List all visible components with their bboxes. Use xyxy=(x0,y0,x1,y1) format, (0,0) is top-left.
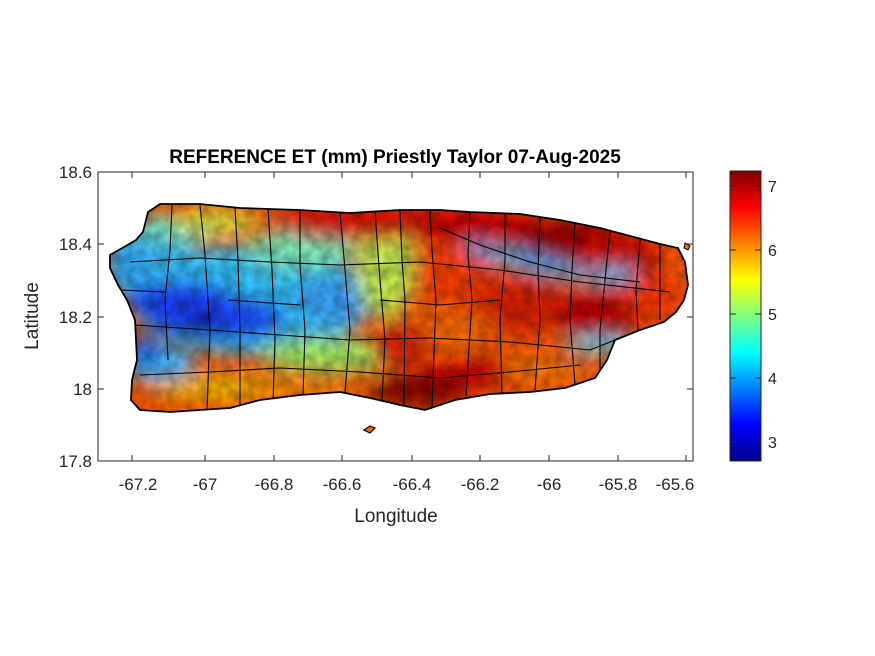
colorbar-tick-label: 5 xyxy=(768,307,777,324)
x-tick-label: -66.8 xyxy=(255,475,294,494)
colorbar-tick-label: 7 xyxy=(768,179,777,196)
y-tick-label: 18 xyxy=(73,380,92,399)
y-axis-label: Latitude xyxy=(22,282,43,350)
x-tick-label: -66.4 xyxy=(393,475,432,494)
y-tick-label: 18.2 xyxy=(59,308,92,327)
colorbar-tick-label: 3 xyxy=(768,435,777,452)
colorbar-tick-label: 6 xyxy=(768,243,777,260)
colorbar-tick-label: 4 xyxy=(768,371,777,388)
x-tick-label: -67 xyxy=(193,475,218,494)
chart-title: REFERENCE ET (mm) Priestly Taylor 07-Aug… xyxy=(169,147,621,168)
x-tick-label: -65.8 xyxy=(599,475,638,494)
x-tick-label: -67.2 xyxy=(119,475,158,494)
islet-east xyxy=(683,242,691,251)
islet-caja-de-muertos xyxy=(362,425,377,434)
x-tick-label: -66.6 xyxy=(323,475,362,494)
y-axis: 18.6 18.4 18.2 18 17.8 xyxy=(59,163,693,471)
y-tick-label: 18.4 xyxy=(59,235,92,254)
x-axis: -67.2 -67 -66.8 -66.6 -66.4 -66.2 -66 -6… xyxy=(119,172,695,494)
x-tick-label: -66 xyxy=(537,475,562,494)
x-axis-label: Longitude xyxy=(354,506,437,527)
colorbar-ticks: 7 6 5 4 3 xyxy=(730,179,777,452)
x-tick-label: -65.6 xyxy=(656,475,695,494)
y-tick-label: 17.8 xyxy=(59,452,92,471)
y-tick-label: 18.6 xyxy=(59,163,92,182)
x-tick-label: -66.2 xyxy=(461,475,500,494)
colorbar xyxy=(729,170,762,462)
municipality-boundaries xyxy=(119,204,671,411)
